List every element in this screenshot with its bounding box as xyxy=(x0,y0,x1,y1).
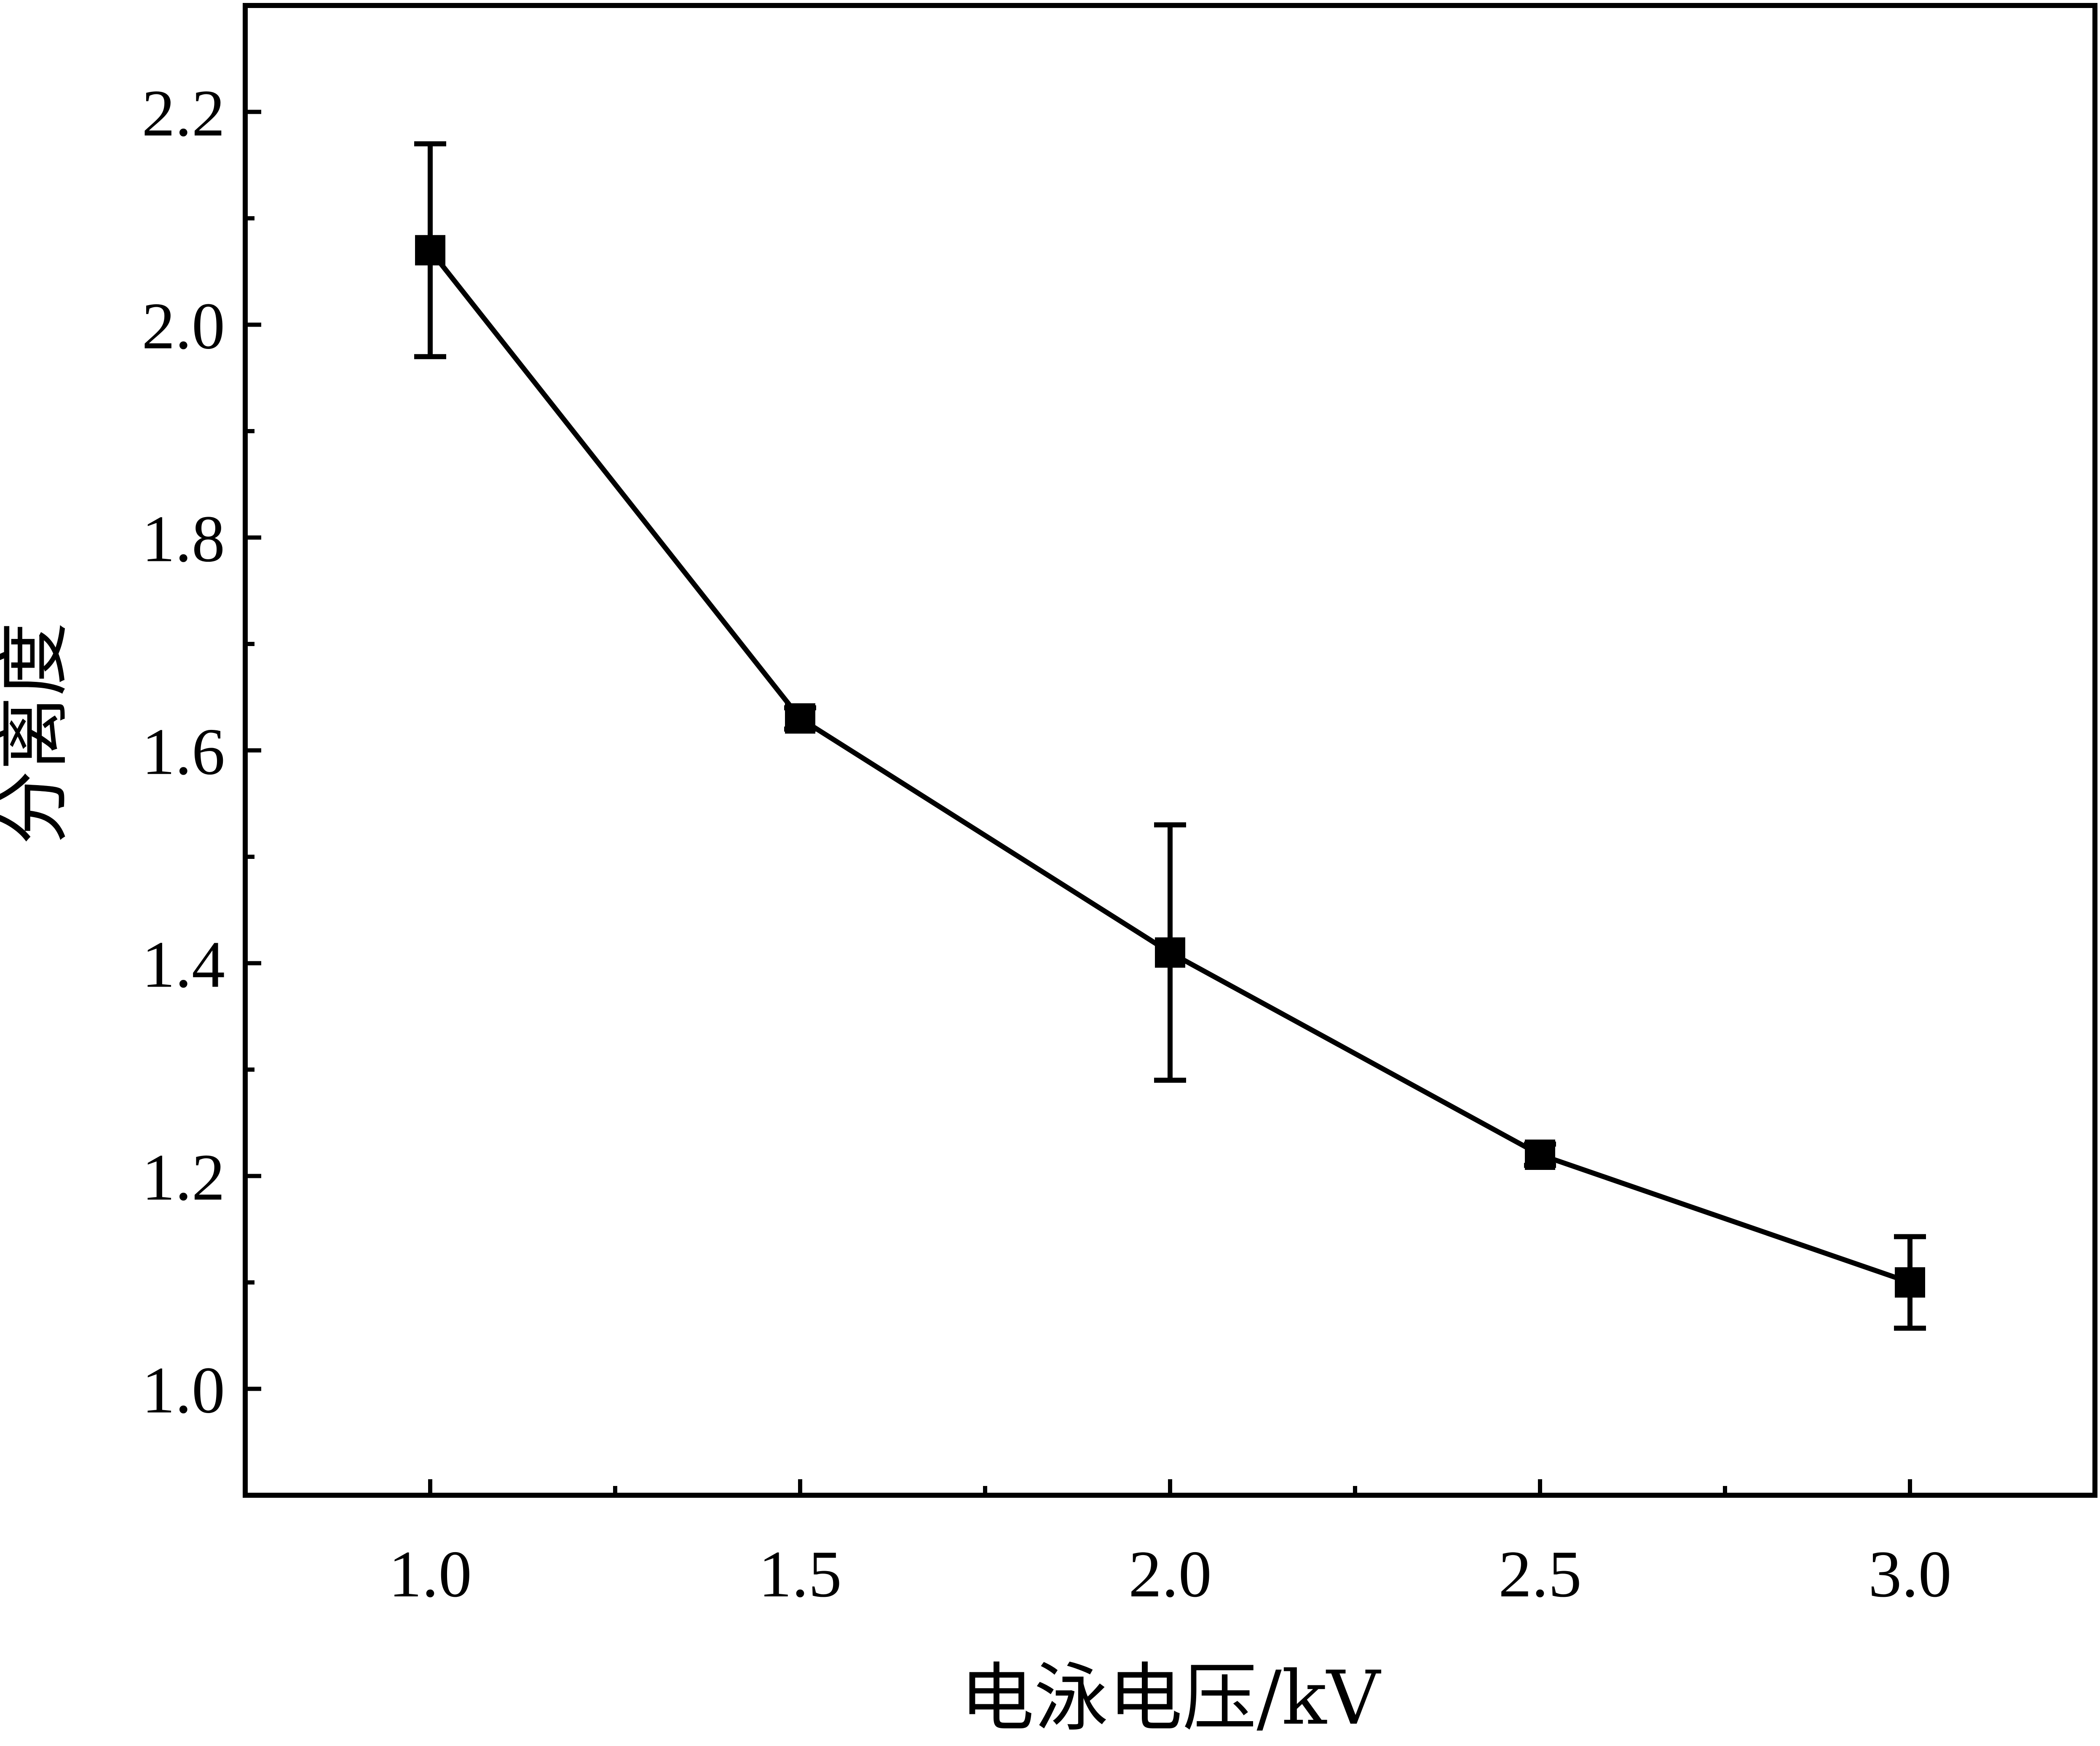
x-tick-label: 1.5 xyxy=(758,1537,842,1611)
x-tick-label: 1.0 xyxy=(388,1537,472,1611)
data-point-marker xyxy=(785,703,815,734)
axes xyxy=(243,3,2097,1498)
x-axis-title: 电泳电压/kV xyxy=(960,1655,1381,1741)
data-point-marker xyxy=(415,235,445,266)
y-tick-label: 2.2 xyxy=(142,77,225,150)
data-point-marker xyxy=(1895,1267,1925,1298)
plot-frame xyxy=(243,3,2097,1498)
y-tick-label: 1.6 xyxy=(142,715,225,789)
y-axis-title: 分离度 xyxy=(0,622,77,845)
data-point-marker xyxy=(1155,937,1185,968)
ticks: 1.0 1.5 2.0 2.5 3.0 1.0 1.2 1.4 1.6 1.8 2.0 2.2 xyxy=(142,77,1952,1612)
y-tick-label: 1.0 xyxy=(142,1354,225,1427)
series-line xyxy=(428,249,1911,1285)
x-tick-label: 3.0 xyxy=(1868,1537,1952,1611)
y-tick-label: 1.4 xyxy=(142,928,225,1002)
data-point-marker xyxy=(1525,1140,1555,1170)
y-tick-label: 1.8 xyxy=(142,502,225,576)
x-tick-label: 2.0 xyxy=(1128,1537,1212,1611)
x-tick-label: 2.5 xyxy=(1498,1537,1582,1611)
y-tick-label: 2.0 xyxy=(142,290,225,363)
data-series xyxy=(414,141,1926,1331)
y-tick-label: 1.2 xyxy=(142,1141,225,1215)
